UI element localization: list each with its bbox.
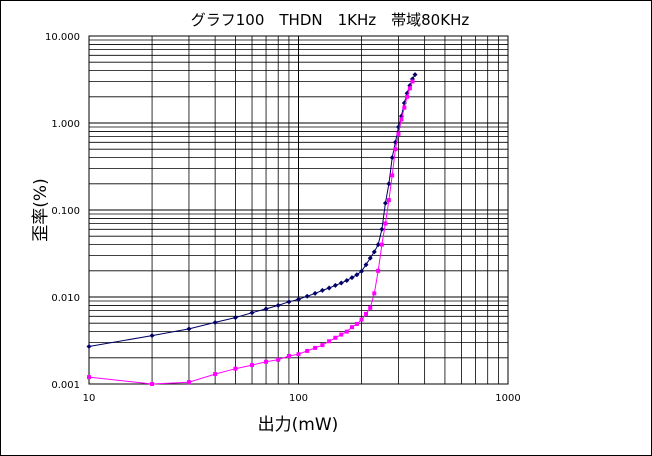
data-point xyxy=(286,353,291,358)
data-point xyxy=(233,366,238,371)
data-point xyxy=(305,348,310,353)
data-point xyxy=(402,105,407,110)
data-point xyxy=(396,131,401,136)
data-point xyxy=(264,359,269,364)
data-point xyxy=(213,372,218,377)
data-point xyxy=(379,226,385,232)
y-tick-label: 0.001 xyxy=(51,380,80,391)
data-point xyxy=(354,272,360,278)
data-point xyxy=(349,325,354,330)
data-point xyxy=(359,268,365,274)
data-point xyxy=(344,277,350,283)
data-point xyxy=(390,173,395,178)
data-point xyxy=(186,326,192,332)
data-point xyxy=(296,296,301,302)
data-point xyxy=(86,343,92,349)
data-point xyxy=(319,287,325,293)
data-point xyxy=(364,311,369,316)
data-point xyxy=(87,375,91,380)
grid xyxy=(88,35,509,385)
data-point xyxy=(354,321,359,326)
data-point xyxy=(375,242,381,248)
y-tick-label: 0.010 xyxy=(51,293,80,304)
data-point xyxy=(186,380,191,385)
data-point xyxy=(386,181,392,187)
data-point xyxy=(372,291,377,296)
data-point xyxy=(382,200,388,206)
data-point xyxy=(286,299,292,305)
data-point xyxy=(320,343,325,348)
x-tick-label: 10 xyxy=(83,393,96,404)
data-point xyxy=(379,242,384,247)
data-point xyxy=(410,79,415,84)
data-point xyxy=(304,293,310,299)
data-point xyxy=(333,335,338,340)
x-tick-label: 1000 xyxy=(495,393,520,404)
data-point xyxy=(393,147,398,152)
data-point xyxy=(326,285,332,291)
data-point xyxy=(249,310,255,316)
data-point xyxy=(368,305,373,310)
series-2 xyxy=(87,79,415,386)
data-point xyxy=(383,221,388,226)
data-point xyxy=(313,345,318,350)
data-point xyxy=(412,72,418,78)
series-1 xyxy=(86,72,418,349)
data-point xyxy=(386,198,391,203)
y-axis-label: 歪率(%) xyxy=(31,178,51,241)
data-point xyxy=(296,352,301,357)
data-point xyxy=(327,339,332,344)
data-point xyxy=(349,275,355,281)
data-point xyxy=(339,332,344,337)
plot-border xyxy=(88,35,509,385)
data-point xyxy=(250,363,255,368)
x-tick-labels: 10 100 1000 xyxy=(83,393,521,404)
data-point xyxy=(371,249,377,255)
data-point xyxy=(367,255,373,261)
x-axis-label: 出力(mW) xyxy=(258,415,339,435)
data-point xyxy=(263,306,269,312)
y-tick-label: 10.000 xyxy=(45,32,80,43)
data-point xyxy=(275,302,281,308)
data-point xyxy=(338,280,344,286)
data-point xyxy=(405,94,410,99)
data-point xyxy=(276,357,281,362)
data-point xyxy=(363,262,369,268)
data-point xyxy=(150,382,155,386)
data-point xyxy=(232,315,238,321)
data-point xyxy=(212,319,218,325)
data-point xyxy=(376,268,381,273)
data-point xyxy=(149,333,155,339)
y-tick-label: 1.000 xyxy=(51,119,80,130)
y-tick-label: 0.100 xyxy=(51,206,80,217)
data-point xyxy=(389,155,395,161)
data-point xyxy=(399,117,404,122)
data-point xyxy=(312,290,318,296)
series-group xyxy=(86,72,418,386)
data-point xyxy=(332,282,338,288)
data-point xyxy=(407,86,412,91)
data-point xyxy=(344,329,349,334)
chart-title: グラフ100 THDN 1KHz 帯域80KHz xyxy=(191,11,470,29)
x-tick-label: 100 xyxy=(289,393,308,404)
data-point xyxy=(359,317,364,322)
y-tick-labels: 0.001 0.010 0.100 1.000 10.000 xyxy=(45,32,80,391)
